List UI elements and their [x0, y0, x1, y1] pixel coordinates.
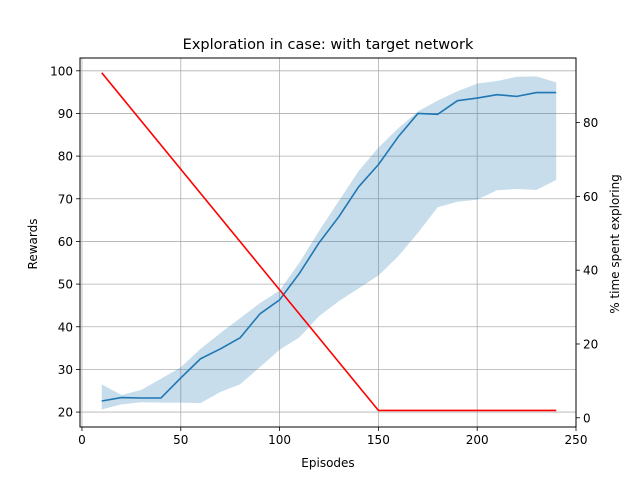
x-tick-label: 150 — [367, 433, 390, 447]
y2-tick-label: 20 — [583, 337, 598, 351]
reward-band-area — [101, 76, 557, 410]
y-tick-label: 50 — [58, 278, 73, 292]
y-tick-label: 30 — [58, 363, 73, 377]
y-tick-label: 80 — [58, 150, 73, 164]
y2-tick-label: 0 — [583, 411, 591, 425]
x-tick-label: 0 — [78, 433, 86, 447]
x-axis-label: Episodes — [301, 456, 354, 470]
y2-tick-label: 80 — [583, 116, 598, 130]
exploration-series-line — [101, 72, 557, 412]
series-lines — [101, 72, 557, 412]
y-tick-label: 70 — [58, 192, 73, 206]
reward-confidence-band — [101, 76, 557, 410]
reward-series-line — [101, 91, 557, 402]
x-tick-label: 250 — [565, 433, 588, 447]
y-tick-label: 90 — [58, 107, 73, 121]
x-axis-ticks: 0 50 100 150 200 250 — [78, 427, 587, 447]
y-tick-label: 40 — [58, 320, 73, 334]
y2-axis-label: % time spent exploring — [608, 174, 622, 314]
y-axis-label: Rewards — [26, 219, 40, 270]
y-tick-label: 60 — [58, 235, 73, 249]
y2-tick-label: 60 — [583, 190, 598, 204]
plot-frame — [79, 57, 577, 428]
y-tick-label: 20 — [58, 406, 73, 420]
y2-tick-label: 40 — [583, 264, 598, 278]
chart-title: Exploration in case: with target network — [183, 37, 474, 53]
x-tick-label: 100 — [268, 433, 291, 447]
y2-axis-ticks: 0 20 40 60 80 — [576, 116, 598, 425]
y-axis-ticks: 20 30 40 50 60 70 80 90 100 — [50, 64, 80, 420]
x-tick-label: 200 — [466, 433, 489, 447]
y-tick-label: 100 — [50, 64, 73, 78]
x-tick-label: 50 — [173, 433, 188, 447]
